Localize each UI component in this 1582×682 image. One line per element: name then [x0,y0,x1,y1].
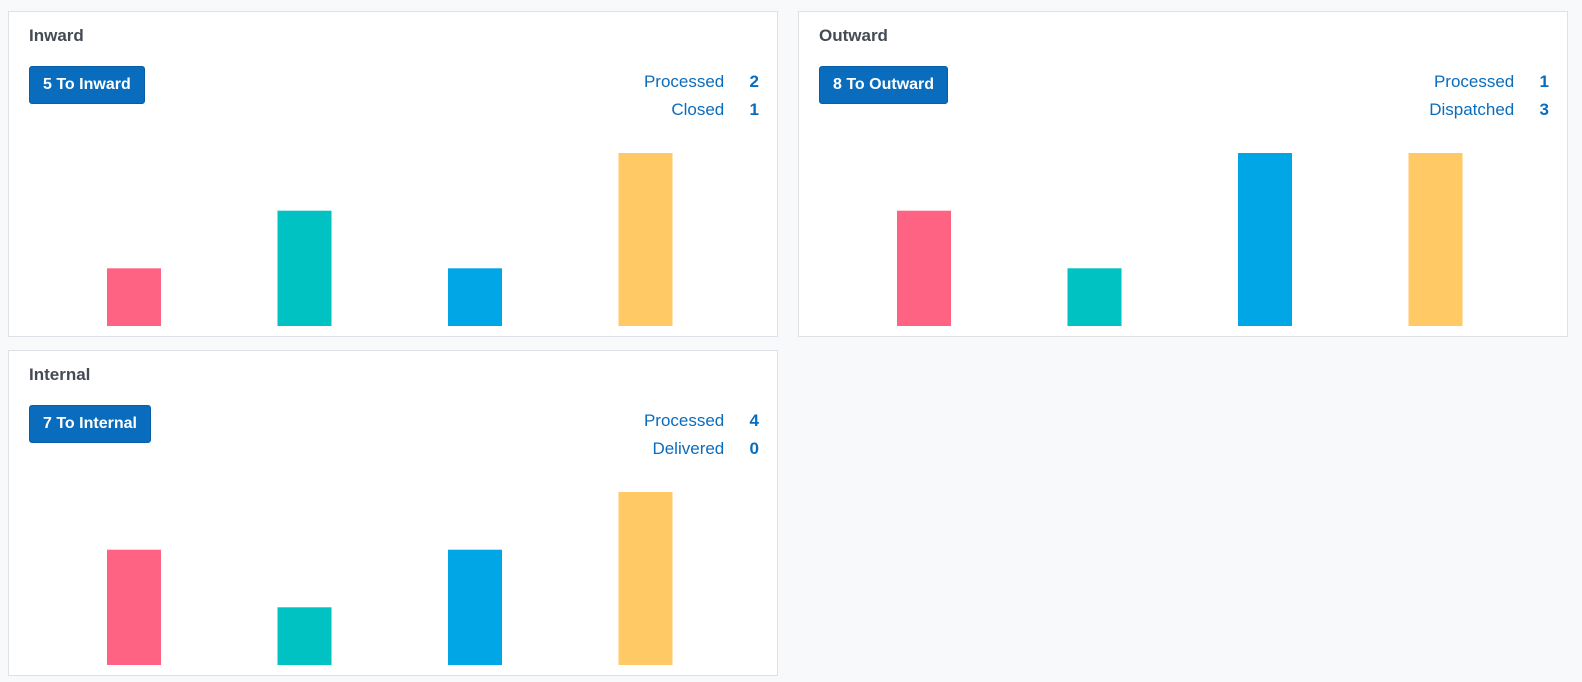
stat-label: Dispatched [1429,100,1515,119]
to-inward-button[interactable]: 5 To Inward [29,66,145,104]
stat-label: Delivered [652,439,725,458]
bar-3[interactable] [1238,153,1292,326]
stat-processed[interactable]: Processed 1 [1429,68,1549,96]
stat-value: 0 [749,439,759,458]
stat-value: 3 [1539,100,1549,119]
stat-label: Closed [671,100,725,119]
bar-1[interactable] [107,549,161,665]
bar-2[interactable] [277,210,332,326]
bar-3[interactable] [448,268,502,326]
to-internal-button[interactable]: 7 To Internal [29,405,151,443]
stat-dispatched[interactable]: Dispatched 3 [1429,96,1549,124]
stat-value: 4 [749,411,759,430]
internal-bar-chart [107,492,673,665]
internal-panel: Internal 7 To Internal Processed 4 Deliv… [8,350,778,676]
bar-3[interactable] [448,549,502,665]
stat-delivered[interactable]: Delivered 0 [644,435,759,463]
bar-2[interactable] [1067,268,1122,326]
stat-value: 2 [749,72,759,91]
stat-label: Processed [643,411,725,430]
stat-value: 1 [1539,72,1549,91]
stat-label: Processed [1433,72,1515,91]
outward-bar-chart [897,153,1463,326]
inward-panel: Inward 5 To Inward Processed 2 Closed 1 [8,11,778,337]
bar-1[interactable] [897,210,951,326]
bar-1[interactable] [107,268,161,326]
stat-processed[interactable]: Processed 2 [644,68,759,96]
to-outward-button[interactable]: 8 To Outward [819,66,949,104]
bar-4[interactable] [1408,153,1463,326]
inward-stats: Processed 2 Closed 1 [644,68,759,124]
bar-4[interactable] [618,492,673,665]
internal-stats: Processed 4 Delivered 0 [644,407,759,463]
panel-title: Inward [29,26,84,45]
bar-4[interactable] [618,153,673,326]
stat-closed[interactable]: Closed 1 [644,96,759,124]
outward-stats: Processed 1 Dispatched 3 [1429,68,1549,124]
stat-processed[interactable]: Processed 4 [644,407,759,435]
stat-value: 1 [749,100,759,119]
outward-panel: Outward 8 To Outward Processed 1 Dispatc… [798,11,1568,337]
inward-bar-chart [107,153,673,326]
bar-2[interactable] [277,607,332,665]
stat-label: Processed [643,72,725,91]
panel-title: Outward [819,26,888,45]
panel-title: Internal [29,365,91,384]
